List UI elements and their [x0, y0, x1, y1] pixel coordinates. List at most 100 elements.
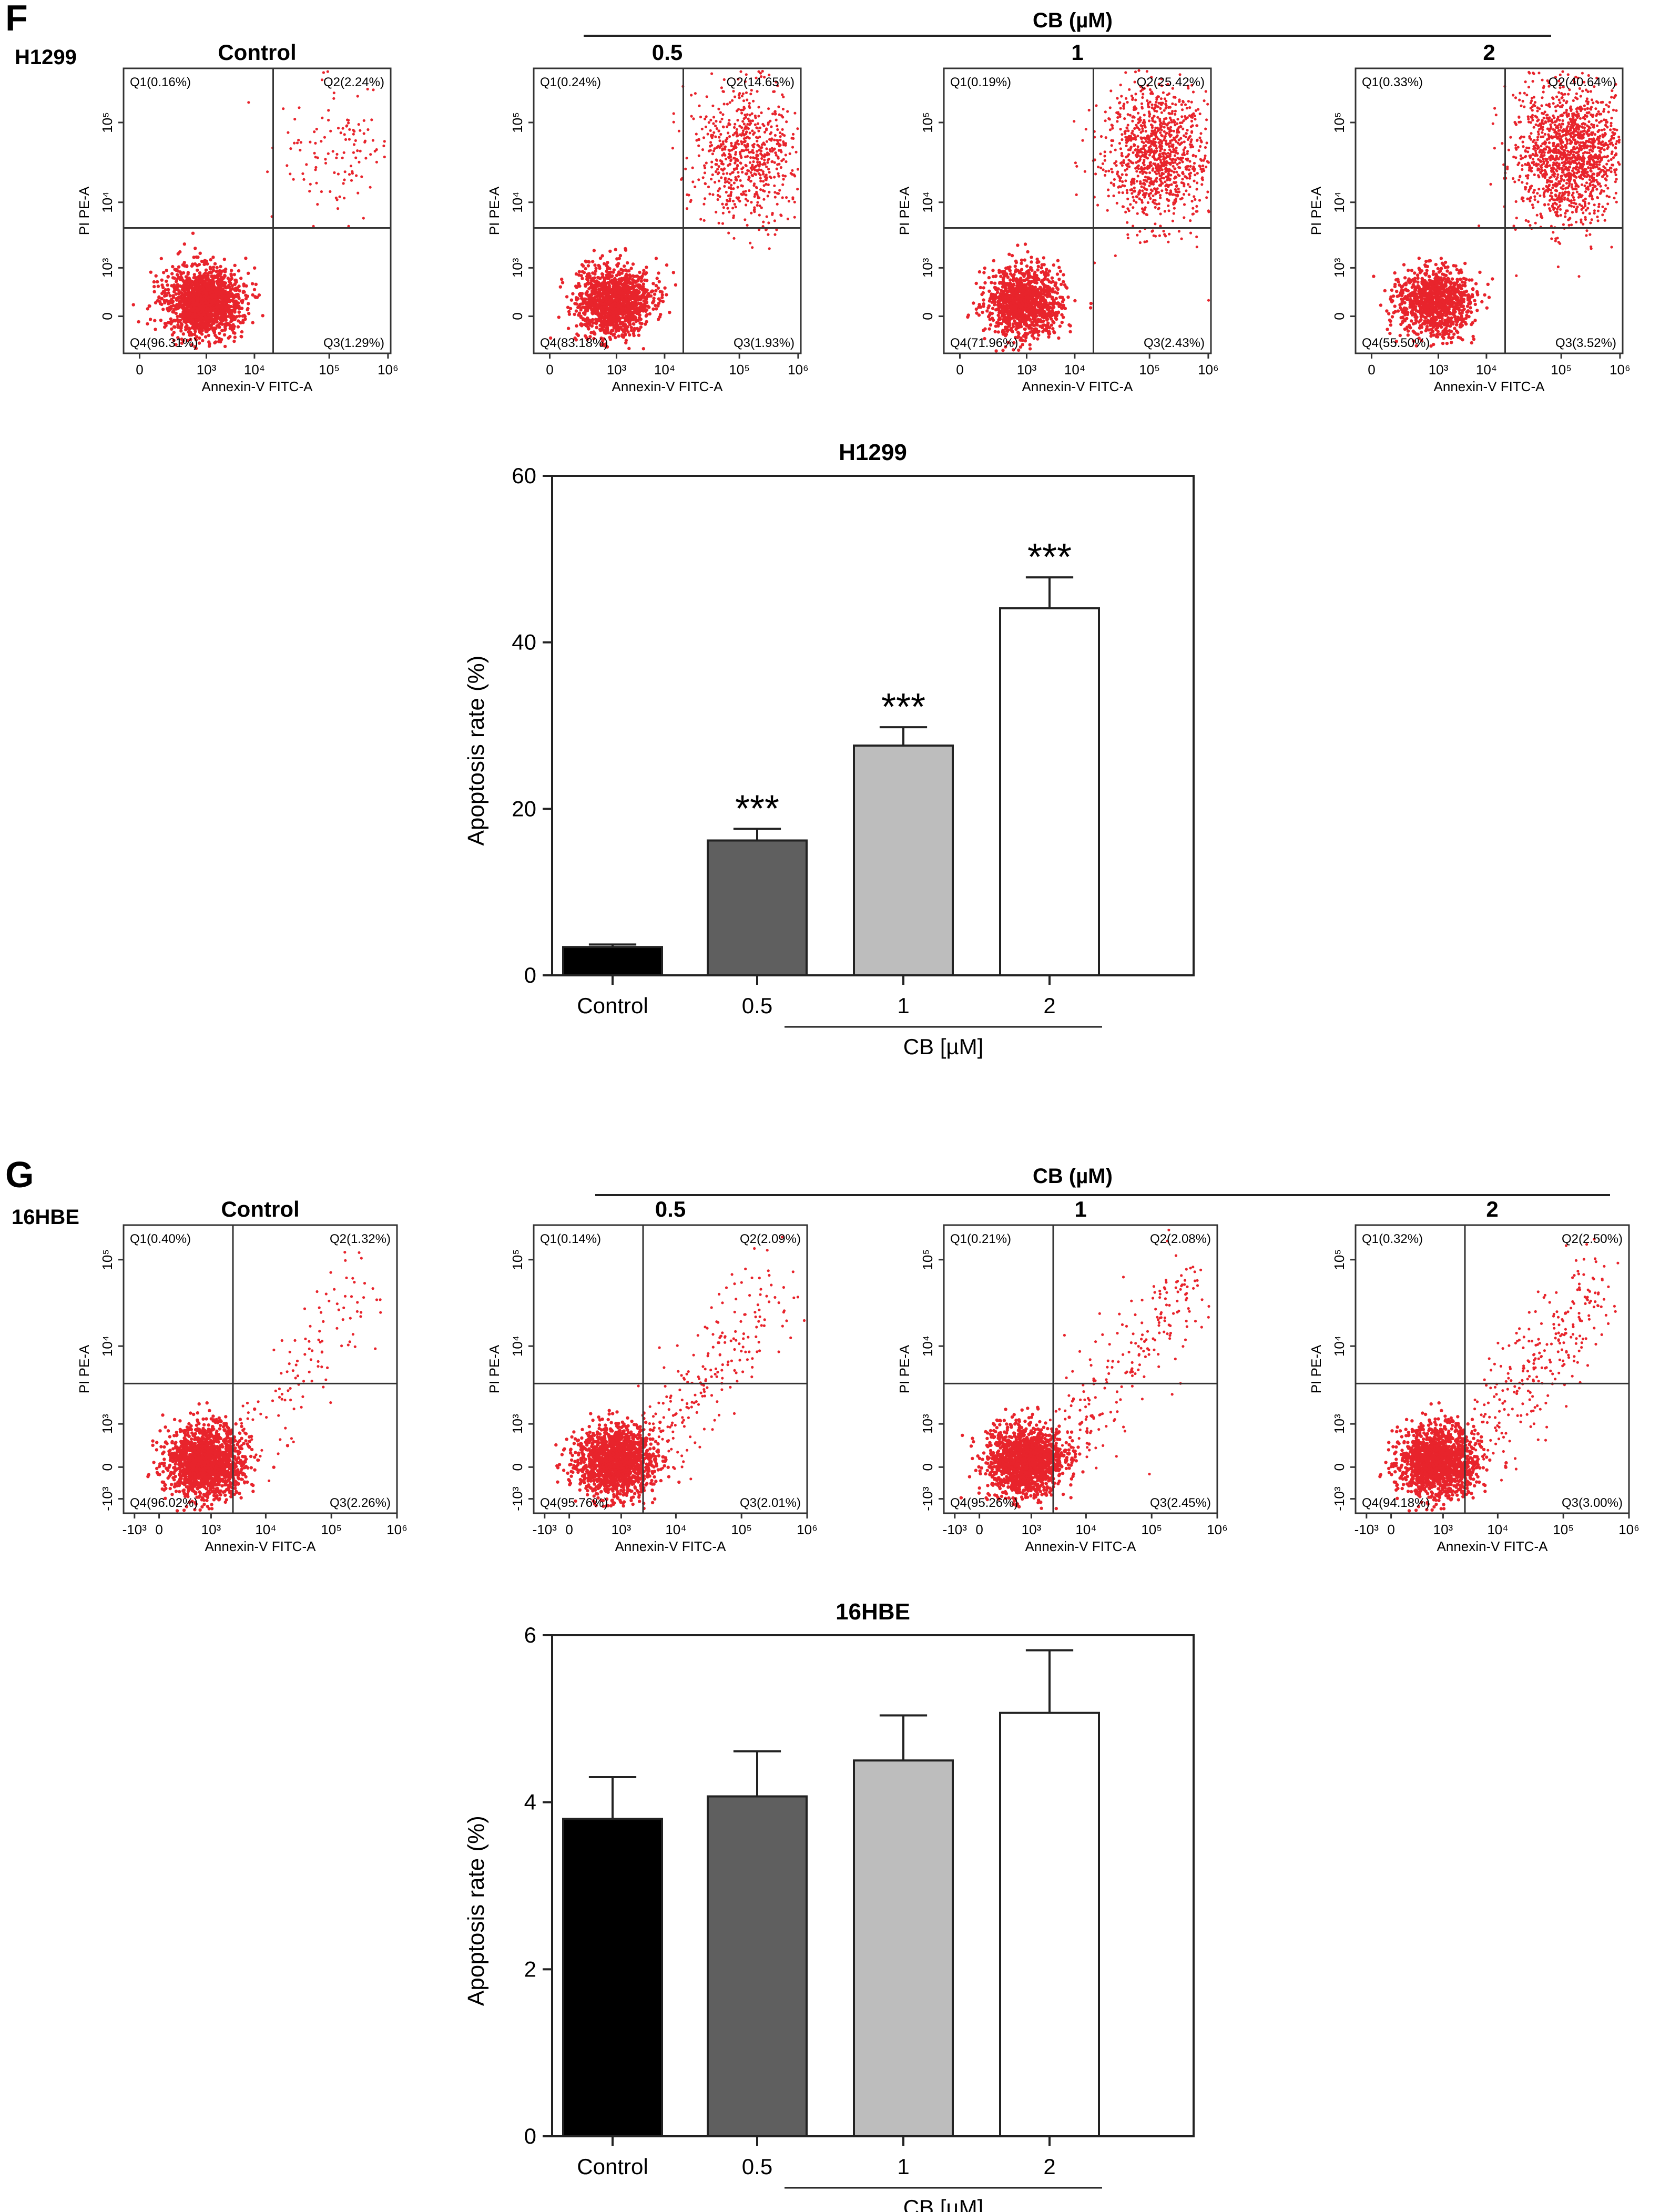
event-dot	[617, 294, 621, 299]
event-dot	[735, 196, 738, 199]
event-dot	[726, 180, 729, 183]
event-dot	[718, 187, 721, 190]
event-dot	[1045, 327, 1048, 330]
event-dot	[240, 330, 244, 334]
event-dot	[222, 258, 226, 261]
event-dot	[628, 333, 632, 337]
event-dot	[725, 202, 728, 206]
flow-x-axis-label: Annexin-V FITC-A	[202, 379, 313, 394]
event-dot	[627, 309, 631, 312]
event-dot	[732, 89, 735, 93]
event-dot	[231, 323, 235, 327]
event-dot	[627, 346, 631, 350]
event-dot	[704, 125, 708, 128]
event-dot	[617, 319, 622, 323]
event-dot	[335, 156, 338, 159]
event-dot	[738, 151, 741, 154]
event-dot	[599, 292, 603, 295]
event-dot	[614, 335, 617, 340]
event-dot	[586, 264, 590, 268]
event-dot	[651, 282, 655, 286]
event-dot	[649, 290, 654, 294]
event-dot	[725, 190, 728, 194]
event-dot	[692, 117, 695, 120]
event-dot	[631, 262, 635, 266]
event-dot	[756, 122, 760, 125]
event-dot	[632, 332, 636, 335]
event-dot	[744, 155, 747, 158]
event-dot	[717, 165, 720, 168]
event-dot	[749, 171, 752, 174]
event-dot	[654, 284, 658, 288]
event-dot	[621, 315, 625, 319]
event-dot	[786, 217, 789, 220]
event-dot	[195, 255, 198, 259]
event-dot	[757, 70, 760, 73]
event-dot	[1027, 291, 1031, 295]
event-dot	[782, 142, 786, 145]
event-dot	[217, 283, 220, 288]
event-dot	[1019, 315, 1023, 319]
event-dot	[983, 281, 987, 285]
event-dot	[597, 281, 600, 284]
event-dot	[773, 110, 777, 113]
y-tick-label: 10³	[99, 258, 115, 278]
event-dot	[665, 263, 669, 267]
event-dot	[297, 138, 300, 142]
event-dot	[351, 170, 354, 173]
event-dot	[331, 150, 334, 153]
event-dot	[364, 157, 368, 160]
event-dot	[233, 331, 237, 335]
event-dot	[587, 276, 591, 279]
event-dot	[247, 312, 251, 315]
event-dot	[712, 116, 716, 119]
event-dot	[606, 261, 609, 264]
event-dot	[1023, 339, 1027, 343]
event-dot	[740, 126, 744, 129]
event-dot	[1030, 260, 1033, 264]
event-dot	[751, 144, 754, 147]
event-dot	[162, 294, 167, 298]
event-dot	[1028, 308, 1032, 312]
event-dot	[1011, 299, 1015, 302]
event-dot	[744, 218, 747, 221]
event-dot	[243, 314, 247, 319]
event-dot	[997, 295, 1001, 299]
event-dot	[982, 286, 985, 290]
event-dot	[770, 160, 773, 164]
event-dot	[721, 90, 725, 93]
event-dot	[697, 144, 700, 147]
event-dot	[796, 127, 799, 130]
event-dot	[728, 152, 731, 156]
event-dot	[751, 246, 754, 249]
quadrant-label-q4: Q4(83.18%)	[540, 336, 608, 350]
event-dot	[186, 294, 190, 298]
event-dot	[680, 178, 683, 181]
event-dot	[194, 292, 197, 297]
flow-plot-title: 0.5	[652, 40, 683, 65]
event-dot	[769, 119, 772, 123]
event-dot	[166, 283, 169, 287]
event-dot	[160, 283, 164, 287]
event-dot	[644, 272, 647, 276]
event-dot	[308, 190, 311, 193]
event-dot	[756, 203, 759, 207]
event-dot	[222, 269, 226, 273]
event-dot	[164, 322, 168, 325]
event-dot	[733, 126, 736, 129]
event-dot	[244, 257, 248, 260]
event-dot	[1047, 332, 1052, 335]
event-dot	[1053, 331, 1056, 334]
event-dot	[763, 143, 766, 146]
event-dot	[326, 70, 329, 73]
event-dot	[691, 166, 694, 169]
event-dot	[223, 328, 227, 332]
event-dot	[221, 300, 225, 303]
event-dot	[1051, 327, 1055, 331]
event-dot	[769, 176, 772, 179]
event-dot	[1011, 307, 1014, 311]
event-dot	[1024, 334, 1028, 338]
event-dot	[584, 284, 587, 288]
event-dot	[774, 151, 777, 155]
event-dot	[212, 329, 216, 333]
